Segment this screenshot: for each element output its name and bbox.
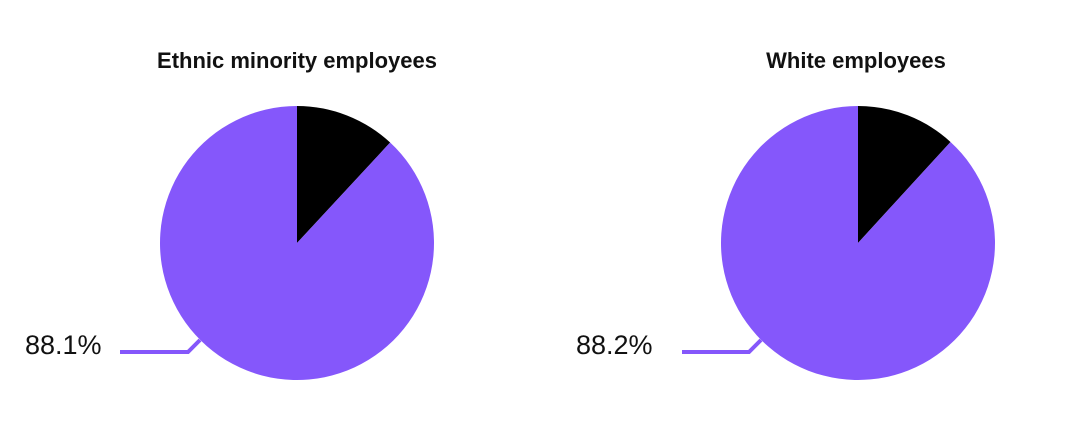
pie-slice bbox=[297, 106, 391, 243]
data-label: 88.2% bbox=[576, 330, 653, 360]
leader-line bbox=[682, 338, 763, 354]
pie-slice bbox=[160, 106, 435, 381]
chart-title: Ethnic minority employees bbox=[157, 48, 437, 73]
pie-slice bbox=[721, 106, 995, 381]
data-label: 88.1% bbox=[25, 330, 102, 360]
chart-title: White employees bbox=[766, 48, 946, 73]
pie-slice bbox=[858, 106, 951, 243]
leader-line bbox=[120, 338, 202, 354]
